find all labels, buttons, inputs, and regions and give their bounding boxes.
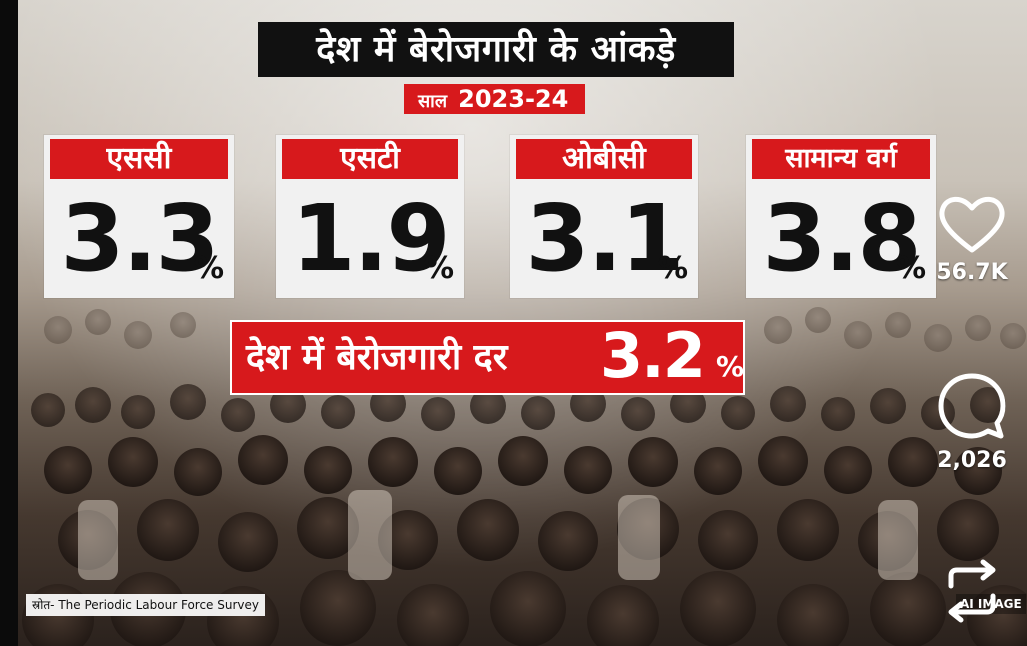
stat-card-unit: % [657, 251, 688, 286]
left-edge [0, 0, 18, 646]
overall-rate-value: 3.2 [600, 319, 706, 392]
repost-action[interactable] [932, 556, 1012, 626]
year-value: 2023-24 [458, 85, 569, 113]
like-action[interactable]: 56.7K [932, 192, 1012, 285]
poster-title: देश में बेरोजगारी के आंकड़े [316, 29, 676, 70]
comment-icon[interactable] [935, 370, 1009, 444]
source-caption: स्रोत- The Periodic Labour Force Survey [26, 594, 265, 616]
stat-card-obc: ओबीसी 3.1 % [510, 135, 698, 298]
stat-card-st: एसटी 1.9 % [276, 135, 464, 298]
stat-card-category: ओबीसी [516, 139, 692, 179]
stat-card-unit: % [895, 251, 926, 286]
stat-card-general: सामान्य वर्ग 3.8 % [746, 135, 936, 298]
comment-count: 2,026 [937, 448, 1007, 473]
overall-rate-banner: देश में बेरोजगारी दर 3.2 % [230, 319, 745, 395]
overall-rate-unit: % [716, 350, 745, 383]
year-label: साल [418, 91, 448, 112]
like-count: 56.7K [936, 260, 1008, 285]
poster: देश में बेरोजगारी के आंकड़े साल 2023-24 … [18, 0, 1027, 646]
crowd-background [22, 307, 1027, 646]
heart-icon[interactable] [935, 192, 1009, 256]
stat-card-value: 3.3 [60, 185, 220, 292]
stat-card-value: 1.9 [291, 185, 451, 292]
stat-card-value: 3.8 [762, 185, 922, 292]
stat-card-value: 3.1 [525, 185, 685, 292]
stat-card-category: एसटी [282, 139, 458, 179]
stat-card-sc: एससी 3.3 % [44, 135, 234, 298]
stat-card-unit: % [193, 251, 224, 286]
stat-card-unit: % [423, 251, 454, 286]
title-banner: देश में बेरोजगारी के आंकड़े [258, 22, 734, 77]
stat-card-category: सामान्य वर्ग [752, 139, 930, 179]
repost-icon[interactable] [937, 556, 1007, 626]
year-badge: साल 2023-24 [404, 84, 585, 114]
comment-action[interactable]: 2,026 [932, 370, 1012, 473]
stat-card-category: एससी [50, 139, 228, 179]
overall-rate-label: देश में बेरोजगारी दर [246, 337, 508, 378]
